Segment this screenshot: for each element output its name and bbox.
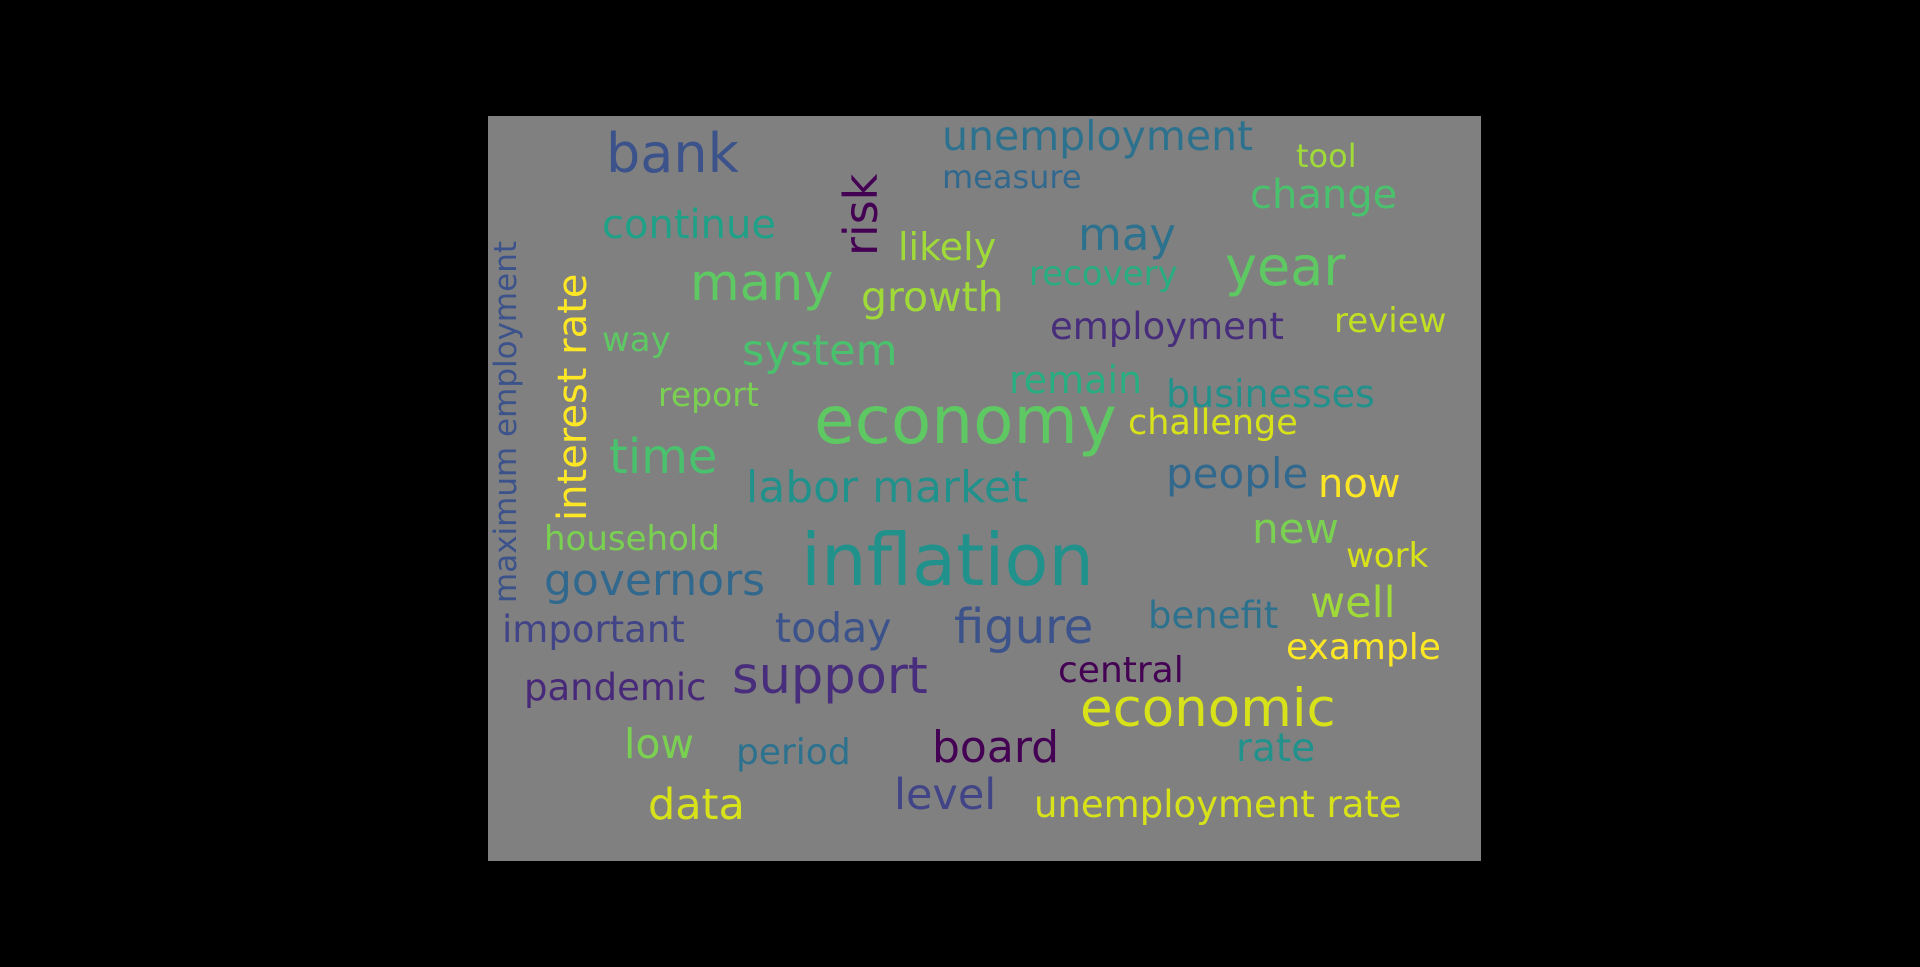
word-report: report xyxy=(658,375,759,414)
word-period: period xyxy=(736,732,851,773)
word-recovery: recovery xyxy=(1029,254,1178,294)
word-level: level xyxy=(894,770,997,820)
word-tool: tool xyxy=(1296,137,1357,175)
word-now: now xyxy=(1318,461,1401,507)
word-rate: rate xyxy=(1236,726,1316,771)
word-central: central xyxy=(1058,650,1184,691)
word-data: data xyxy=(648,780,745,830)
word-cloud: inflation economy economic bank risk une… xyxy=(488,116,1481,861)
word-inflation: inflation xyxy=(801,518,1095,602)
word-work: work xyxy=(1346,536,1429,576)
word-support: support xyxy=(732,647,928,706)
word-time: time xyxy=(609,429,718,485)
word-pandemic: pandemic xyxy=(524,666,707,709)
word-maximum-employment: maximum employment xyxy=(488,241,524,603)
word-measure: measure xyxy=(942,158,1082,196)
word-growth: growth xyxy=(861,273,1004,321)
word-well: well xyxy=(1310,578,1396,628)
word-people: people xyxy=(1166,449,1309,498)
word-example: example xyxy=(1286,627,1441,668)
word-employment: employment xyxy=(1050,305,1284,348)
word-year: year xyxy=(1225,235,1346,298)
word-remain: remain xyxy=(1009,358,1143,402)
word-challenge: challenge xyxy=(1128,403,1298,443)
word-unemployment: unemployment xyxy=(942,116,1254,160)
word-household: household xyxy=(544,519,720,559)
word-economic: economic xyxy=(1080,678,1336,739)
word-figure: figure xyxy=(954,599,1094,655)
word-bank: bank xyxy=(606,122,739,185)
word-governors: governors xyxy=(544,555,766,606)
word-benefit: benefit xyxy=(1148,594,1279,637)
word-new: new xyxy=(1252,504,1339,553)
word-continue: continue xyxy=(602,202,776,248)
word-important: important xyxy=(502,608,685,651)
word-interest-rate: interest rate xyxy=(550,273,596,521)
word-many: many xyxy=(690,254,834,313)
word-board: board xyxy=(932,722,1060,773)
word-labor-market: labor market xyxy=(746,462,1029,513)
word-today: today xyxy=(775,604,892,652)
word-risk: risk xyxy=(834,173,888,256)
word-businesses: businesses xyxy=(1166,372,1375,416)
word-way: way xyxy=(602,320,671,360)
word-likely: likely xyxy=(898,225,997,269)
word-may: may xyxy=(1078,208,1177,261)
word-low: low xyxy=(624,720,695,768)
word-economy: economy xyxy=(814,382,1117,459)
word-change: change xyxy=(1250,172,1398,218)
word-unemployment-rate: unemployment rate xyxy=(1034,783,1402,826)
word-review: review xyxy=(1334,301,1447,341)
word-system: system xyxy=(742,326,898,376)
